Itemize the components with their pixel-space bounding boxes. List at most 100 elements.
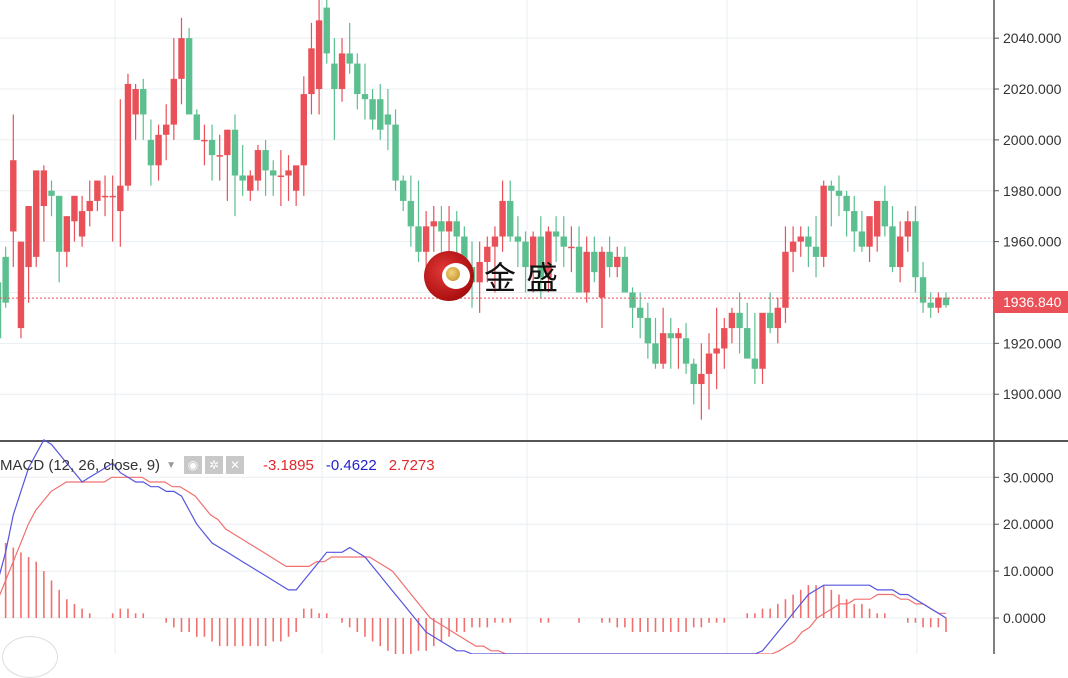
current-price-label: 1936.840 (993, 291, 1068, 313)
candle-body (545, 231, 552, 278)
candle-body (904, 221, 911, 237)
candle-body (728, 312, 736, 329)
candle-body (445, 221, 453, 232)
candle-body (476, 261, 483, 283)
macd-tick-label: 20.0000 (1003, 516, 1054, 532)
candle-body (193, 114, 200, 140)
candle-body (896, 236, 904, 268)
candle-body (629, 292, 636, 308)
candle-body (40, 170, 48, 207)
candle-body (621, 256, 629, 293)
eye-icon[interactable]: ◉ (183, 456, 202, 474)
candle-body (33, 170, 40, 257)
candle-body (942, 297, 950, 306)
candle-body (94, 180, 101, 201)
candle-body (461, 236, 468, 268)
candle-body (71, 195, 78, 222)
candle-body (721, 328, 728, 349)
candle-body (399, 180, 407, 201)
price-tick-label: 2040.000 (1003, 30, 1062, 46)
candle-body (866, 216, 873, 247)
candle-body (201, 139, 208, 142)
candle-body (698, 373, 705, 385)
candle-body (254, 150, 262, 181)
candle-body (308, 48, 315, 95)
candle-body (514, 236, 522, 242)
candle-body (369, 99, 376, 120)
candle-body (797, 236, 804, 242)
candle-body (315, 20, 323, 90)
price-tick-label: 2020.000 (1003, 81, 1062, 97)
candle-body (277, 175, 285, 177)
candle-body (384, 114, 392, 125)
candle-body (713, 348, 720, 354)
candle-body (851, 211, 858, 232)
macd-value: -3.1895 (262, 456, 314, 474)
tradingview-logo[interactable] (2, 636, 58, 678)
candle-body (675, 333, 682, 339)
signal-value: -0.4622 (325, 456, 377, 474)
gear-icon[interactable]: ✲ (204, 456, 223, 474)
macd-tick-label: 0.0000 (1003, 610, 1046, 626)
candle-body (101, 195, 109, 198)
candle-body (568, 246, 575, 249)
candle-body (147, 139, 155, 166)
candle-body (927, 302, 934, 308)
candle-body (591, 251, 598, 273)
price-tick-label: 1960.000 (1003, 234, 1062, 250)
candle-body (48, 190, 55, 196)
close-icon[interactable]: ✕ (225, 456, 244, 474)
candle-body (361, 94, 369, 100)
candle-body (889, 226, 896, 268)
candle-body (636, 307, 644, 318)
candle-body (575, 246, 583, 293)
macd-signal-line (0, 476, 946, 654)
candle-body (614, 256, 621, 268)
price-tick-label: 2000.000 (1003, 132, 1062, 148)
candle-body (491, 236, 499, 247)
candle-body (0, 282, 2, 339)
candle-body (935, 297, 942, 308)
candle-body (392, 124, 399, 181)
candle-body (300, 94, 308, 166)
candle-body (285, 170, 292, 176)
candle-body (224, 129, 231, 156)
candle-body (552, 231, 560, 237)
watermark-text: 金盛 (484, 259, 569, 297)
candle-body (805, 236, 812, 247)
macd-line (0, 438, 947, 654)
candle-body (162, 124, 170, 135)
candle-body (262, 150, 269, 171)
candle-body (155, 134, 162, 166)
macd-tick-label: 10.0000 (1003, 563, 1054, 579)
candle-body (759, 312, 766, 369)
candle-body (407, 200, 415, 227)
candle-body (766, 312, 774, 329)
candle-body (499, 200, 506, 237)
candle-body (598, 251, 606, 298)
histogram-value: 2.7273 (388, 456, 435, 474)
candle-body (812, 246, 820, 257)
chevron-down-icon[interactable]: ▼ (166, 459, 176, 471)
price-tick-label: 1980.000 (1003, 183, 1062, 199)
candle-body (659, 333, 667, 364)
candlestick-chart[interactable]: 1900.000 1920.000 1960.000 1980.000 2000.000… (0, 0, 1068, 654)
candle-body (78, 211, 86, 237)
candle-body (2, 256, 9, 303)
candle-body (881, 200, 889, 227)
candle-body (774, 307, 782, 329)
candle-body (843, 195, 850, 212)
candle-body (185, 38, 193, 115)
candle-body (25, 206, 32, 268)
candle-body (86, 200, 93, 212)
candle-body (55, 195, 63, 252)
candle-body (430, 221, 437, 227)
candle-body (377, 99, 384, 130)
candle-body (537, 236, 545, 278)
macd-title: MACD (12, 26, close, 9) (0, 456, 161, 474)
price-tick-label: 1920.000 (1003, 335, 1062, 351)
brand-logo-icon (424, 251, 474, 301)
candle-body (751, 358, 759, 369)
candle-body (231, 129, 239, 176)
candle-body (736, 312, 743, 329)
